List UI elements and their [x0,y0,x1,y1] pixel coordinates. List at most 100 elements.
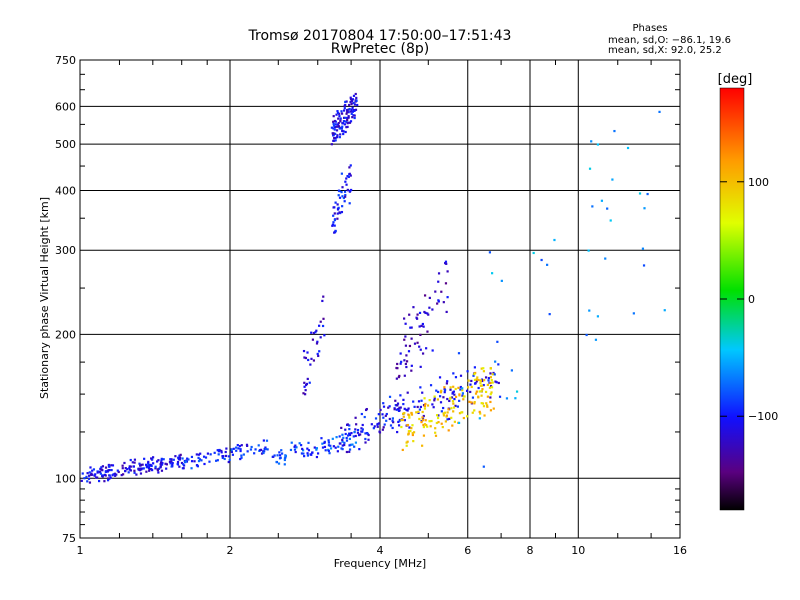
data-point [480,367,483,370]
data-point [277,462,281,465]
data-point [398,374,401,378]
x-tick-label: 6 [464,544,471,557]
data-point [311,451,314,454]
data-point [263,450,266,453]
data-point [422,434,426,437]
data-point [419,333,422,337]
data-point [333,126,337,129]
data-point [122,473,125,476]
data-point [353,116,356,120]
data-point [315,455,319,459]
data-point [107,465,111,468]
data-point [451,400,455,403]
data-point [485,402,488,405]
data-point [338,136,341,139]
data-point [126,468,129,471]
data-point [333,224,336,227]
data-point [401,448,404,452]
data-point [403,374,406,377]
data-point [408,416,411,419]
data-point [397,420,400,424]
data-point [442,301,445,304]
data-point [180,461,184,465]
data-point [345,436,348,440]
data-point [360,427,363,430]
data-point [164,462,167,465]
data-point [405,444,408,447]
y-tick-label: 500 [55,138,76,151]
data-point [449,386,452,389]
data-point [333,128,336,131]
data-point [332,206,335,209]
data-point [186,457,189,460]
data-point [452,402,455,405]
data-point [216,459,219,462]
data-point [101,475,104,478]
data-point [343,123,347,126]
data-point [227,455,230,458]
data-point [391,426,394,430]
data-point [381,413,384,416]
data-point [450,396,454,399]
data-point [439,395,442,398]
data-point [445,414,448,417]
data-point [449,397,452,400]
data-point [170,458,173,461]
colorbar-tick-label: 100 [748,176,769,189]
data-point [382,405,386,408]
data-point [604,257,607,260]
data-point [337,445,340,448]
data-point [276,454,279,457]
data-point [132,465,135,468]
data-point [342,132,345,136]
data-point [358,448,361,451]
data-point [306,447,309,450]
data-point [184,460,187,463]
data-point [141,463,144,466]
data-point [596,143,600,146]
data-point [199,452,202,455]
data-point [196,465,200,468]
data-point [98,471,102,474]
data-point [406,391,409,394]
data-point [392,421,395,424]
data-point [190,455,194,459]
data-point [112,473,115,476]
data-point [221,455,224,458]
data-point [280,452,284,455]
data-point [445,262,448,265]
data-point [333,212,336,215]
data-point [343,190,347,193]
data-point [320,437,323,440]
data-point [290,441,293,444]
data-point [401,418,405,422]
data-point [345,100,348,103]
data-point [413,342,417,345]
data-point [548,313,551,316]
data-point [478,417,481,420]
data-point [442,406,445,410]
data-point [385,419,388,422]
data-point [171,463,174,466]
data-point [104,470,107,473]
data-point [354,108,358,111]
data-point [178,454,181,457]
data-point [459,374,463,377]
data-point [259,448,263,451]
data-point [303,356,306,359]
data-point [495,381,498,384]
data-point [169,462,172,465]
data-point [482,465,485,468]
data-point [433,397,436,400]
data-point [489,400,492,404]
data-point [341,205,344,208]
data-point [97,479,101,483]
data-point [425,424,428,427]
data-point [88,471,91,474]
x-axis-label: Frequency [MHz] [334,557,426,570]
data-point [293,448,297,451]
data-point [446,296,449,299]
data-point [305,383,308,387]
data-point [239,449,242,453]
data-point [364,437,367,441]
